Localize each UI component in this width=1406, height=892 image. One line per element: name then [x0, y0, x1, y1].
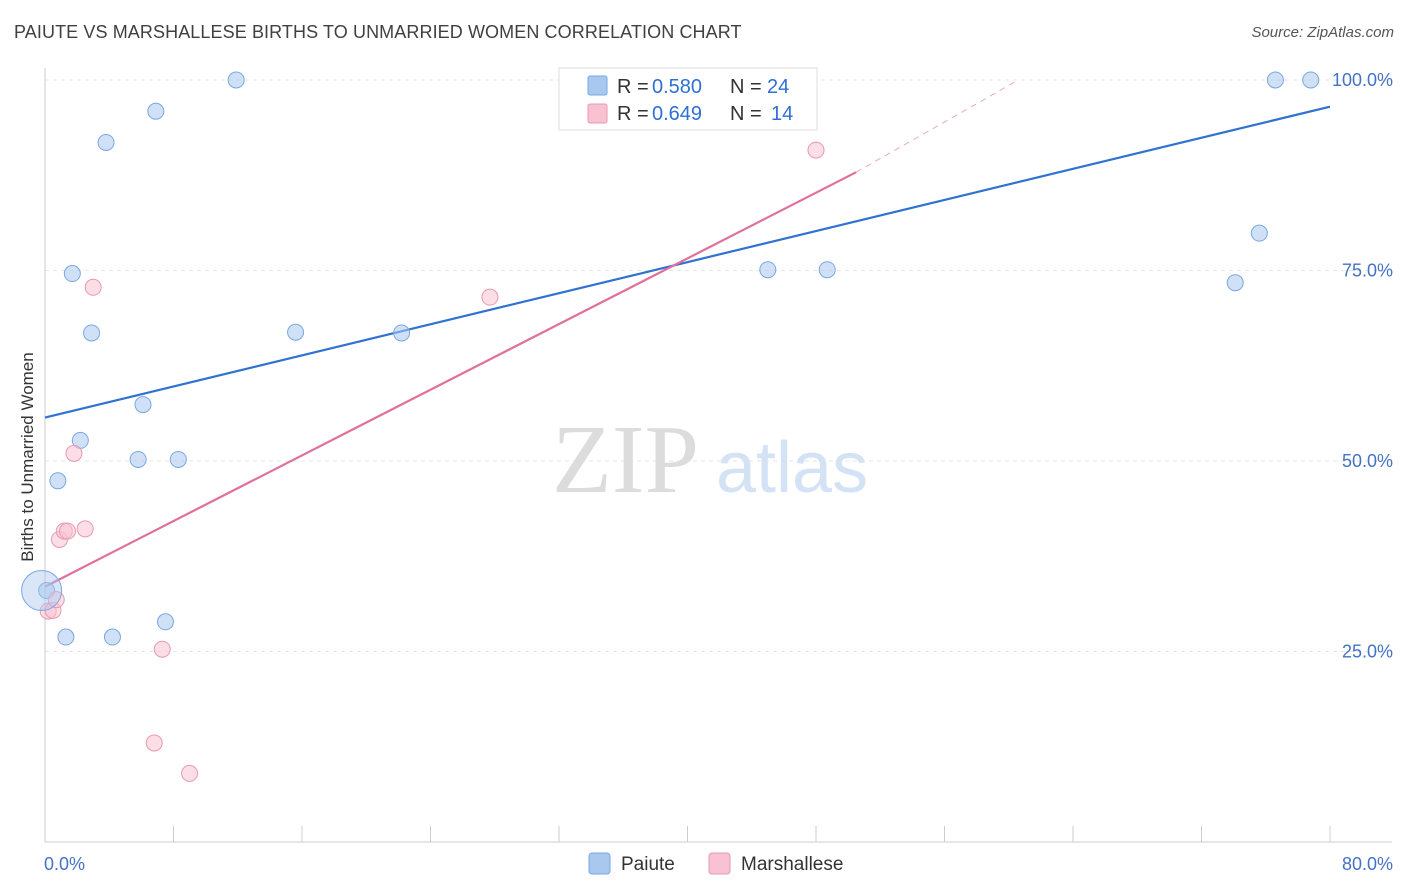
point-marshallese	[181, 764, 199, 782]
trendline-marshallese	[44, 171, 857, 588]
point-paiute	[169, 450, 187, 468]
bottom-legend-swatch-paiute	[588, 852, 611, 875]
point-paiute	[287, 323, 305, 341]
point-marshallese	[47, 591, 65, 609]
point-marshallese	[58, 522, 76, 540]
point-paiute	[1302, 71, 1320, 89]
trendlines	[44, 79, 1331, 588]
point-paiute	[97, 133, 115, 151]
point-paiute	[103, 628, 121, 646]
point-marshallese	[84, 278, 102, 296]
point-paiute	[1226, 274, 1244, 292]
watermark-atlas: atlas	[716, 428, 868, 508]
x-tick-label: 0.0%	[44, 854, 85, 874]
point-paiute	[129, 450, 147, 468]
y-tick-label: 75.0%	[1342, 261, 1393, 281]
legend-r-label-marshallese: R =	[617, 103, 649, 125]
point-paiute	[83, 324, 101, 342]
y-tick-labels: 25.0% 50.0% 75.0% 100.0%	[1332, 70, 1393, 662]
point-marshallese	[65, 444, 83, 462]
point-paiute	[147, 102, 165, 120]
x-tick-label: 80.0%	[1342, 854, 1393, 874]
gridlines	[45, 79, 1392, 652]
legend-r-label-paiute: R =	[617, 76, 649, 98]
point-marshallese	[145, 734, 163, 752]
point-paiute	[393, 324, 411, 342]
axes	[44, 68, 1392, 843]
y-tick-label: 25.0%	[1342, 642, 1393, 662]
legend-r-value-paiute: 0.580	[652, 76, 702, 98]
point-paiute	[57, 628, 75, 646]
point-paiute	[134, 396, 152, 414]
y-tick-label: 50.0%	[1342, 451, 1393, 471]
legend-swatch-paiute	[587, 75, 608, 96]
legend-n-label-marshallese: N =	[730, 103, 762, 125]
y-axis-label: Births to Unmarried Women	[18, 352, 37, 561]
point-paiute	[1266, 71, 1284, 89]
point-paiute	[156, 613, 174, 631]
watermark-zip: ZIP	[552, 406, 699, 514]
legend-top: R = 0.580 N = 24 R = 0.649 N = 14	[558, 67, 818, 131]
legend-n-value-paiute: 24	[767, 76, 789, 98]
trendline-extension-marshallese	[855, 79, 1019, 173]
point-marshallese	[153, 640, 171, 658]
point-marshallese	[481, 288, 499, 306]
y-tick-label: 100.0%	[1332, 70, 1393, 90]
point-marshallese	[76, 520, 94, 538]
legend-bottom: Paiute Marshallese	[588, 852, 843, 875]
legend-n-value-marshallese: 14	[771, 103, 793, 125]
point-paiute	[227, 71, 245, 89]
point-paiute	[818, 261, 836, 279]
point-paiute	[1250, 224, 1268, 242]
x-tick-labels: 0.0% 80.0%	[44, 854, 1393, 874]
chart-title: PAIUTE VS MARSHALLESE BIRTHS TO UNMARRIE…	[14, 22, 742, 42]
point-marshallese	[807, 141, 825, 159]
trendline-paiute	[44, 105, 1331, 419]
bottom-legend-label-paiute: Paiute	[621, 854, 675, 875]
source-label: Source: ZipAtlas.com	[1251, 24, 1394, 41]
legend-swatch-marshallese	[587, 103, 608, 124]
legend-n-label-paiute: N =	[730, 76, 762, 98]
point-paiute-large	[21, 570, 63, 612]
point-paiute	[759, 261, 777, 279]
bottom-legend-swatch-marshallese	[708, 852, 731, 875]
point-paiute	[63, 265, 81, 283]
bottom-legend-label-marshallese: Marshallese	[741, 854, 843, 875]
point-paiute	[49, 472, 67, 490]
legend-r-value-marshallese: 0.649	[652, 103, 702, 125]
